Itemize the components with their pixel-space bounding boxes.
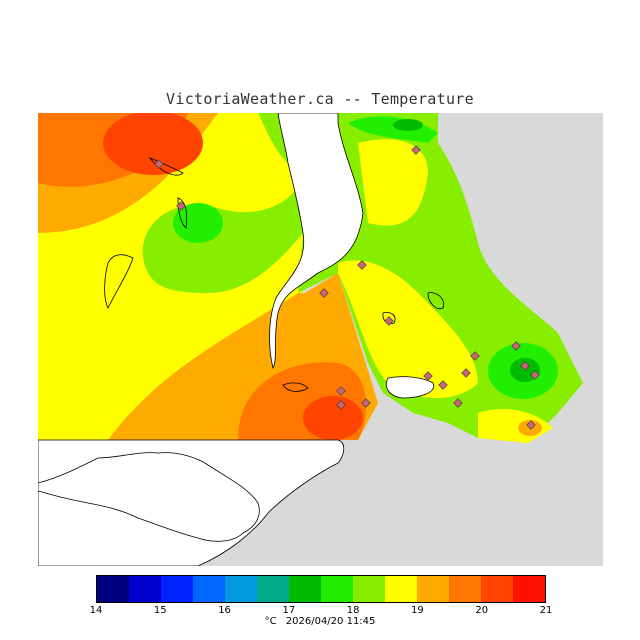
- legend-swatch: [449, 576, 481, 602]
- legend-swatch: [257, 576, 289, 602]
- legend-swatch: [481, 576, 513, 602]
- legend-tick-label: 18: [346, 605, 360, 616]
- contour-east: [298, 113, 583, 443]
- timestamp: 2026/04/20 11:45: [285, 616, 376, 627]
- chart-title: VictoriaWeather.ca -- Temperature: [166, 90, 474, 108]
- legend-swatch: [97, 576, 129, 602]
- legend-swatch: [225, 576, 257, 602]
- contour-south: [108, 273, 378, 440]
- station-markers: [154, 145, 540, 430]
- legend-swatch: [129, 576, 161, 602]
- legend-swatch: [161, 576, 193, 602]
- legend-swatch: [353, 576, 385, 602]
- legend-swatch: [513, 576, 545, 602]
- legend-swatch: [289, 576, 321, 602]
- color-scale-ticks: 14 15 16 17 18 19 20 21: [0, 605, 640, 619]
- footer: °C 2026/04/20 11:45: [0, 616, 640, 627]
- legend-tick-label: 16: [218, 605, 231, 616]
- legend-swatch: [385, 576, 417, 602]
- south-land: [38, 452, 260, 542]
- color-scale-legend: [96, 575, 546, 603]
- legend-swatch: [321, 576, 353, 602]
- legend-swatch: [193, 576, 225, 602]
- legend-swatch: [417, 576, 449, 602]
- unit-label: °C: [264, 616, 277, 627]
- islands: [104, 157, 444, 392]
- temperature-map: [38, 113, 603, 566]
- legend-tick-label: 15: [153, 605, 167, 616]
- color-scale-bar: [96, 575, 546, 603]
- legend-tick-label: 21: [539, 605, 553, 616]
- legend-tick-label: 19: [411, 605, 424, 616]
- legend-tick-label: 14: [89, 605, 103, 616]
- legend-tick-label: 20: [475, 605, 489, 616]
- legend-tick-label: 17: [282, 605, 296, 616]
